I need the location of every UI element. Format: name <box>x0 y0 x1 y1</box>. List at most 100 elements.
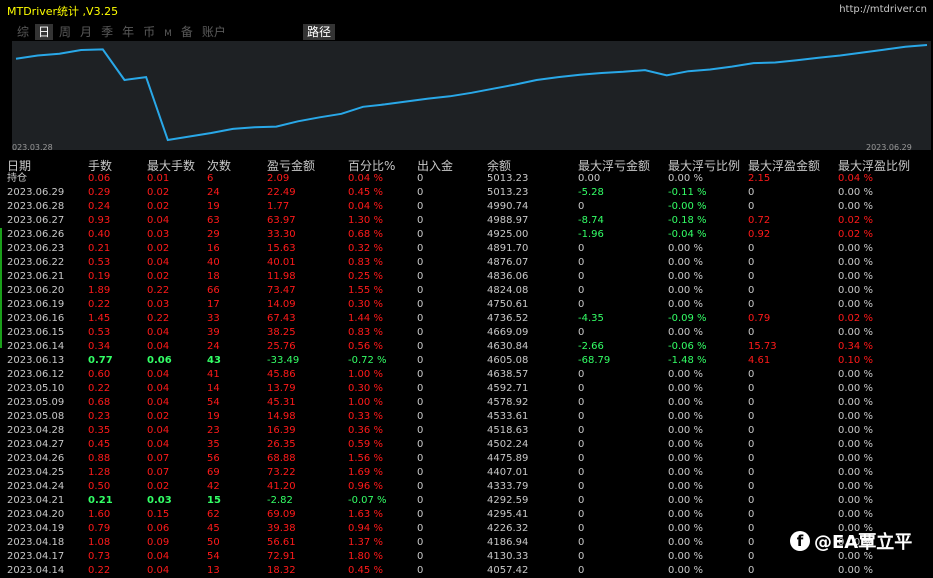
tab-month[interactable]: 月 <box>80 25 93 39</box>
cell-pnl: 26.35 <box>267 439 296 450</box>
cell-max-lots: 0.04 <box>147 425 170 436</box>
table-row[interactable]: 2023.06.21 0.19 0.02 18 11.98 0.25 % 0 4836.06 0… <box>7 270 927 284</box>
header-pnl[interactable]: 盈亏金额 <box>267 159 316 173</box>
cell-balance: 4226.32 <box>487 523 529 534</box>
header-count[interactable]: 次数 <box>207 159 232 173</box>
header-lots[interactable]: 手数 <box>88 159 113 173</box>
cell-date: 2023.04.18 <box>7 537 65 548</box>
table-row[interactable]: 2023.06.20 1.89 0.22 66 73.47 1.55 % 0 4824.08 0… <box>7 284 927 298</box>
cell-deposit: 0 <box>417 425 424 436</box>
cell-max-float-profit: 0.72 <box>748 215 771 226</box>
cell-balance: 4669.09 <box>487 327 529 338</box>
table-row[interactable]: 2023.06.23 0.21 0.02 16 15.63 0.32 % 0 4891.70 0… <box>7 242 927 256</box>
cell-balance: 4333.79 <box>487 481 529 492</box>
table-row[interactable]: 2023.06.26 0.40 0.03 29 33.30 0.68 % 0 4925.00 -… <box>7 228 927 242</box>
tab-quarter[interactable]: 季 <box>101 25 114 39</box>
table-row[interactable]: 2023.06.14 0.34 0.04 24 25.76 0.56 % 0 4630.84 -… <box>7 340 927 354</box>
tab-overview[interactable]: 综 <box>17 25 30 39</box>
tab-magic[interactable]: M <box>164 29 172 39</box>
cell-max-float-profit: 0 <box>748 551 755 562</box>
app-title: MTDriver统计 ,V3.25 <box>7 5 119 18</box>
cell-max-float-profit: 0 <box>748 425 755 436</box>
cell-max-lots: 0.02 <box>147 243 170 254</box>
cell-count: 15 <box>207 495 221 506</box>
header-max-float-loss[interactable]: 最大浮亏金额 <box>578 159 651 173</box>
cell-max-float-loss: 0 <box>578 481 585 492</box>
cell-max-lots: 0.02 <box>147 271 170 282</box>
table-row[interactable]: 2023.04.28 0.35 0.04 23 16.39 0.36 % 0 4518.63 0… <box>7 424 927 438</box>
cell-lots: 0.60 <box>88 369 111 380</box>
cell-lots: 0.34 <box>88 341 111 352</box>
cell-balance: 4750.61 <box>487 299 529 310</box>
tab-note[interactable]: 备 <box>180 25 193 39</box>
table-row[interactable]: 2023.04.19 0.79 0.06 45 39.38 0.94 % 0 4226.32 0… <box>7 522 927 536</box>
table-row-open-positions[interactable]: 持仓 0.06 0.01 6 2.09 0.04 % 0 5013.23 0.00 0.00 % 2… <box>7 172 927 186</box>
cell-max-float-loss: -8.74 <box>578 215 604 226</box>
header-max-float-profit-pct[interactable]: 最大浮盈比例 <box>838 159 911 173</box>
cell-max-float-loss-pct: -1.48 % <box>668 355 707 366</box>
tab-path[interactable]: 路径 <box>303 24 336 40</box>
cell-count: 40 <box>207 257 220 268</box>
cell-lots: 1.60 <box>88 509 111 520</box>
cell-deposit: 0 <box>417 565 424 576</box>
table-row[interactable]: 2023.05.09 0.68 0.04 54 45.31 1.00 % 0 4578.92 0… <box>7 396 927 410</box>
table-row[interactable]: 2023.06.22 0.53 0.04 40 40.01 0.83 % 0 4876.07 0… <box>7 256 927 270</box>
table-row[interactable]: 2023.06.28 0.24 0.02 19 1.77 0.04 % 0 4990.74 0 -… <box>7 200 927 214</box>
cell-lots: 0.22 <box>88 299 111 310</box>
cell-max-float-loss-pct: -0.09 % <box>668 313 707 324</box>
cell-max-float-profit: 4.61 <box>748 355 771 366</box>
cell-lots: 0.19 <box>88 271 111 282</box>
table-row[interactable]: 2023.04.27 0.45 0.04 35 26.35 0.59 % 0 4502.24 0… <box>7 438 927 452</box>
table-row[interactable]: 2023.06.15 0.53 0.04 39 38.25 0.83 % 0 4669.09 0… <box>7 326 927 340</box>
table-row[interactable]: 2023.04.26 0.88 0.07 56 68.88 1.56 % 0 4475.89 0… <box>7 452 927 466</box>
tab-year[interactable]: 年 <box>122 25 135 39</box>
tab-week[interactable]: 周 <box>59 25 72 39</box>
header-max-lots[interactable]: 最大手数 <box>147 159 196 173</box>
cell-deposit: 0 <box>417 383 424 394</box>
cell-date: 2023.06.15 <box>7 327 65 338</box>
table-row[interactable]: 2023.06.12 0.60 0.04 41 45.86 1.00 % 0 4638.57 0… <box>7 368 927 382</box>
table-row[interactable]: 2023.04.20 1.60 0.15 62 69.09 1.63 % 0 4295.41 0… <box>7 508 927 522</box>
cell-max-float-profit: 0 <box>748 453 755 464</box>
table-row[interactable]: 2023.04.18 1.08 0.09 50 56.61 1.37 % 0 4186.94 0… <box>7 536 927 550</box>
header-percent[interactable]: 百分比% <box>348 159 396 173</box>
cell-date: 持仓 <box>7 173 27 184</box>
cell-max-float-loss: -5.28 <box>578 187 604 198</box>
cell-deposit: 0 <box>417 355 424 366</box>
cell-max-lots: 0.02 <box>147 187 170 198</box>
cell-max-float-loss: 0 <box>578 243 585 254</box>
table-row[interactable]: 2023.06.29 0.29 0.02 24 22.49 0.45 % 0 5013.23 -… <box>7 186 927 200</box>
header-date[interactable]: 日期 <box>7 159 32 173</box>
table-row[interactable]: 2023.05.10 0.22 0.04 14 13.79 0.30 % 0 4592.71 0… <box>7 382 927 396</box>
header-max-float-loss-pct[interactable]: 最大浮亏比例 <box>668 159 741 173</box>
cell-pnl: 63.97 <box>267 215 296 226</box>
cell-pnl: 40.01 <box>267 257 296 268</box>
header-balance[interactable]: 余额 <box>487 159 512 173</box>
table-row[interactable]: 2023.06.19 0.22 0.03 17 14.09 0.30 % 0 4750.61 0… <box>7 298 927 312</box>
tab-day[interactable]: 日 <box>35 24 54 40</box>
table-row[interactable]: 2023.04.24 0.50 0.02 42 41.20 0.96 % 0 4333.79 0… <box>7 480 927 494</box>
cell-max-float-profit: 0 <box>748 257 755 268</box>
table-row[interactable]: 2023.04.17 0.73 0.04 54 72.91 1.80 % 0 4130.33 0… <box>7 550 927 564</box>
table-row[interactable]: 2023.04.21 0.21 0.03 15 -2.82 -0.07 % 0 4292.59… <box>7 494 927 508</box>
tab-account[interactable]: 账户 <box>201 25 226 39</box>
table-row[interactable]: 2023.06.27 0.93 0.04 63 63.97 1.30 % 0 4988.97 -… <box>7 214 927 228</box>
header-deposit[interactable]: 出入金 <box>417 159 454 173</box>
table-row[interactable]: 2023.04.25 1.28 0.07 69 73.22 1.69 % 0 4407.01 0… <box>7 466 927 480</box>
cell-pnl: 38.25 <box>267 327 296 338</box>
header-max-float-profit[interactable]: 最大浮盈金额 <box>748 159 821 173</box>
table-row[interactable]: 2023.06.13 0.77 0.06 43 -33.49 -0.72 % 0 4605.0… <box>7 354 927 368</box>
cell-deposit: 0 <box>417 313 424 324</box>
table-row[interactable]: 2023.05.08 0.23 0.02 19 14.98 0.33 % 0 4533.61 0… <box>7 410 927 424</box>
chart-start-date: 023.03.28 <box>12 143 53 152</box>
cell-max-float-loss-pct: 0.00 % <box>668 285 703 296</box>
cell-date: 2023.06.29 <box>7 187 65 198</box>
site-url-link[interactable]: http://mtdriver.cn <box>839 4 927 15</box>
cell-max-float-loss: -2.66 <box>578 341 604 352</box>
cell-max-float-profit: 0 <box>748 271 755 282</box>
tab-currency[interactable]: 币 <box>143 25 156 39</box>
cell-percent: 1.63 % <box>348 509 383 520</box>
watermark: f @EA覃立平 <box>790 528 912 554</box>
table-row[interactable]: 2023.06.16 1.45 0.22 33 67.43 1.44 % 0 4736.52 -… <box>7 312 927 326</box>
table-row[interactable]: 2023.04.14 0.22 0.04 13 18.32 0.45 % 0 4057.42 0… <box>7 564 927 578</box>
